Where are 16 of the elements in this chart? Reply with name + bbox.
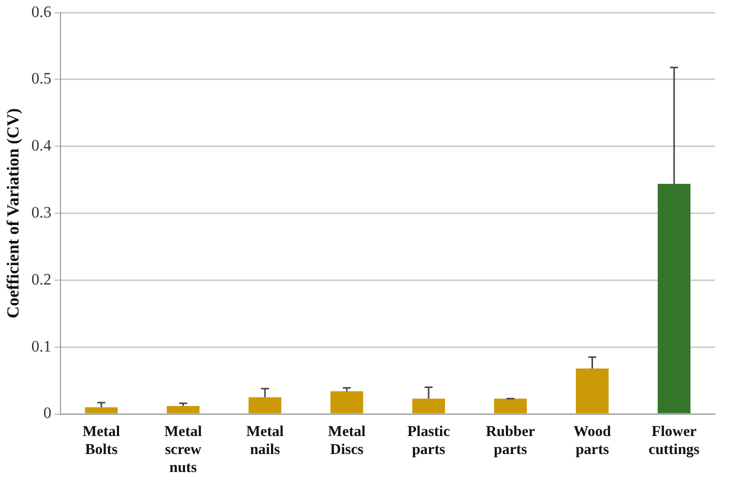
x-tick-label: Flower cuttings [648,424,700,458]
x-tick-label: Metal Discs [328,424,366,458]
y-tick-label: 0.2 [31,271,52,288]
x-tick-label: Plastic parts [407,424,450,458]
x-tick-label: Rubber parts [486,424,536,458]
y-tick-label: 0 [43,405,52,422]
x-tick-label: Metal nails [246,424,284,458]
y-tick-label: 0.1 [31,338,52,356]
x-tick-label: Wood parts [574,424,612,458]
x-tick-label: Metal Bolts [82,424,120,458]
y-tick-label: 0.3 [31,204,52,222]
y-axis-title: Coefficient of Variation (CV) [4,108,23,318]
x-tick-label: Metal screw nuts [164,424,202,476]
y-tick-label: 0.6 [31,4,52,21]
y-tick-label: 0.4 [31,138,52,155]
y-tick-label: 0.5 [31,70,52,88]
